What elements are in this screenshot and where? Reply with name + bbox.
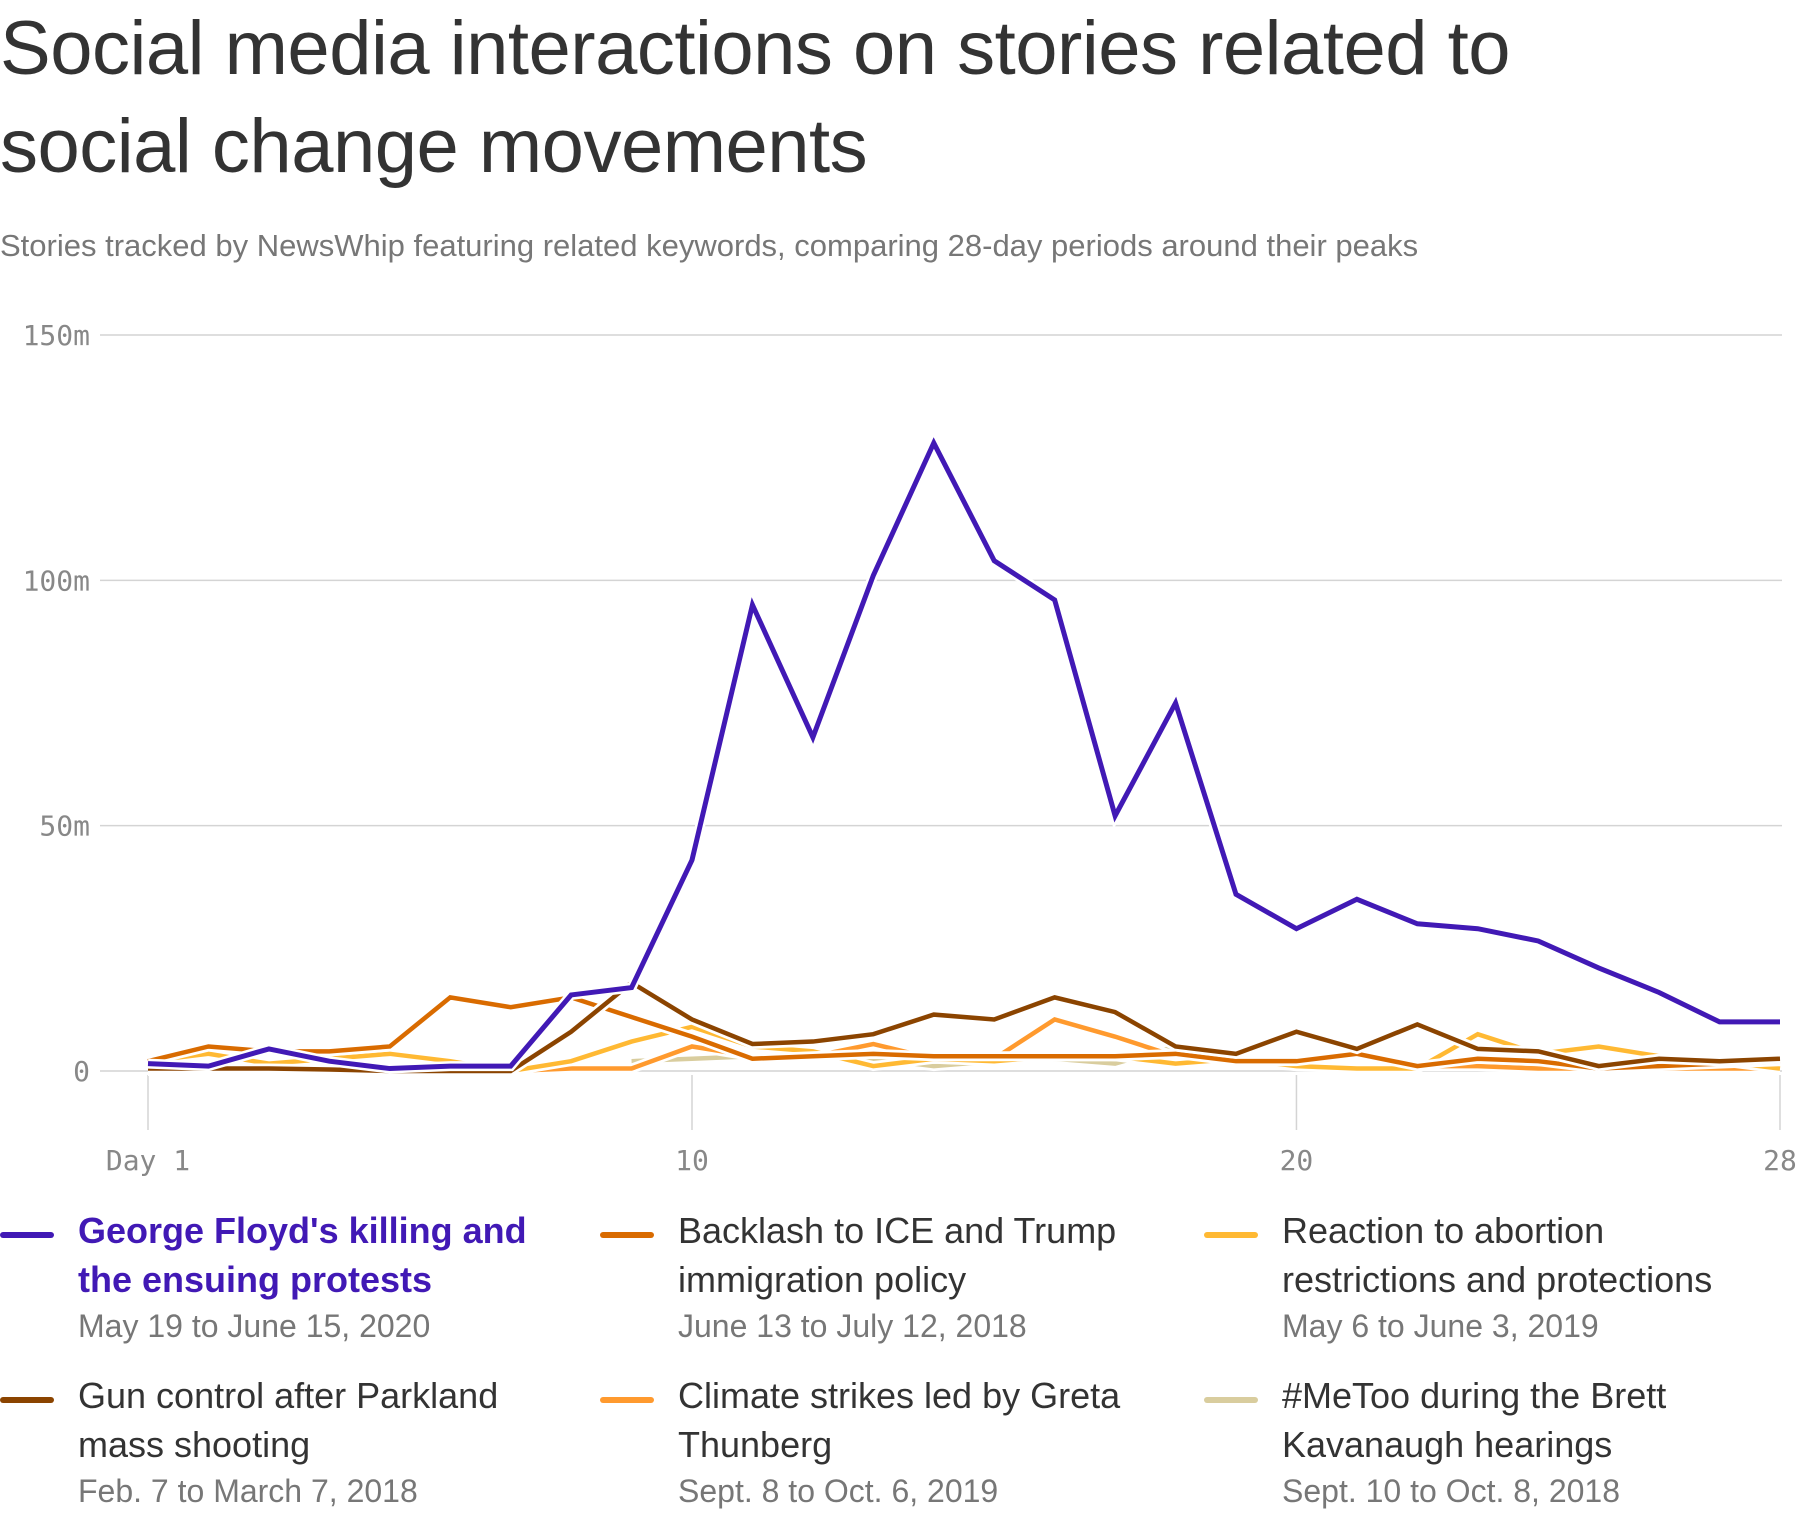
y-tick-label: 150m bbox=[23, 319, 90, 352]
legend-label: Reaction to abortion restrictions and pr… bbox=[1282, 1210, 1713, 1300]
series-halo bbox=[147, 431, 1780, 1074]
legend-label: Gun control after Parkland mass shooting bbox=[78, 1375, 499, 1465]
legend-dates: Sept. 8 to Oct. 6, 2019 bbox=[678, 1473, 999, 1509]
legend-label: George Floyd's killing and the ensuing p… bbox=[78, 1210, 527, 1300]
x-tick-label: Day 1 bbox=[106, 1144, 190, 1177]
legend-swatch bbox=[1204, 1232, 1258, 1238]
legend-swatch bbox=[600, 1397, 654, 1403]
x-tick-label: 28 bbox=[1763, 1144, 1797, 1177]
y-tick-label: 100m bbox=[23, 564, 90, 597]
legend-label: #MeToo during the Brett Kavanaugh hearin… bbox=[1282, 1375, 1667, 1465]
legend-swatch bbox=[0, 1232, 54, 1238]
legend-dates: Sept. 10 to Oct. 8, 2018 bbox=[1282, 1473, 1620, 1509]
chart-subtitle: Stories tracked by NewsWhip featuring re… bbox=[0, 228, 1419, 263]
chart-title: Social media interactions on stories rel… bbox=[0, 6, 1510, 189]
legend-dates: Feb. 7 to March 7, 2018 bbox=[78, 1473, 418, 1509]
legend-swatch bbox=[1204, 1397, 1258, 1403]
legend-dates: May 6 to June 3, 2019 bbox=[1282, 1308, 1599, 1344]
legend-label: Climate strikes led by Greta Thunberg bbox=[678, 1375, 1121, 1465]
legend-dates: June 13 to July 12, 2018 bbox=[678, 1308, 1027, 1344]
legend-swatch bbox=[600, 1232, 654, 1238]
y-tick-label: 50m bbox=[39, 810, 90, 843]
legend-label: Backlash to ICE and Trump immigration po… bbox=[678, 1210, 1117, 1300]
x-tick-label: 20 bbox=[1280, 1144, 1314, 1177]
series-line bbox=[147, 437, 1780, 1072]
y-tick-label: 0 bbox=[73, 1055, 90, 1088]
legend-dates: May 19 to June 15, 2020 bbox=[78, 1308, 431, 1344]
x-tick-label: 10 bbox=[675, 1144, 709, 1177]
series-line bbox=[147, 995, 1781, 1071]
legend-swatch bbox=[0, 1397, 54, 1403]
